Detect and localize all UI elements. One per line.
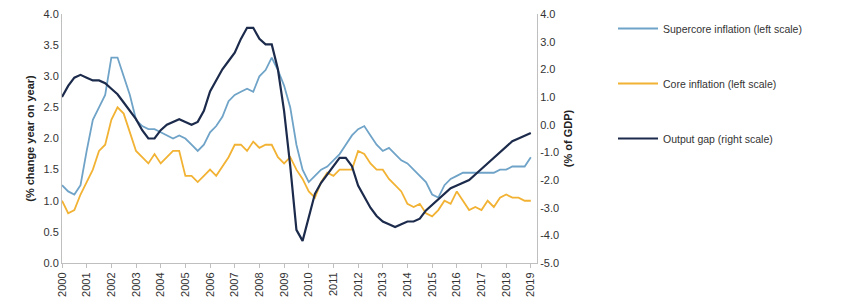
svg-text:2001: 2001 <box>80 272 92 296</box>
svg-text:0.0: 0.0 <box>44 257 59 269</box>
svg-text:Supercore inflation (left scal: Supercore inflation (left scale) <box>663 23 802 35</box>
svg-text:2019: 2019 <box>524 272 536 296</box>
svg-text:2008: 2008 <box>253 272 265 296</box>
svg-text:2014: 2014 <box>401 272 413 296</box>
svg-text:-5.0: -5.0 <box>540 257 559 269</box>
svg-text:3.5: 3.5 <box>44 39 59 51</box>
svg-text:2004: 2004 <box>154 272 166 296</box>
svg-text:0.0: 0.0 <box>540 119 555 131</box>
svg-text:-1.0: -1.0 <box>540 146 559 158</box>
svg-text:2003: 2003 <box>130 272 142 296</box>
svg-text:2016: 2016 <box>450 272 462 296</box>
svg-text:2000: 2000 <box>56 272 68 296</box>
svg-text:2.5: 2.5 <box>44 101 59 113</box>
svg-text:-2.0: -2.0 <box>540 174 559 186</box>
svg-text:1.0: 1.0 <box>44 195 59 207</box>
svg-text:1.0: 1.0 <box>540 91 555 103</box>
svg-text:2.0: 2.0 <box>540 63 555 75</box>
svg-text:3.0: 3.0 <box>540 36 555 48</box>
svg-text:1.5: 1.5 <box>44 163 59 175</box>
svg-text:Core inflation (left scale): Core inflation (left scale) <box>663 78 776 90</box>
svg-text:2007: 2007 <box>228 272 240 296</box>
svg-text:2010: 2010 <box>302 272 314 296</box>
svg-text:2015: 2015 <box>426 272 438 296</box>
svg-text:-4.0: -4.0 <box>540 229 559 241</box>
svg-text:2011: 2011 <box>327 272 339 296</box>
svg-text:(% of GDP): (% of GDP) <box>562 109 574 167</box>
svg-text:2006: 2006 <box>204 272 216 296</box>
svg-text:2013: 2013 <box>376 272 388 296</box>
svg-text:2018: 2018 <box>500 272 512 296</box>
svg-text:2.0: 2.0 <box>44 132 59 144</box>
svg-text:-3.0: -3.0 <box>540 202 559 214</box>
svg-text:4.0: 4.0 <box>44 8 59 20</box>
svg-text:Output gap (right scale): Output gap (right scale) <box>663 133 773 145</box>
svg-text:2009: 2009 <box>278 272 290 296</box>
svg-text:2012: 2012 <box>352 272 364 296</box>
svg-text:2005: 2005 <box>179 272 191 296</box>
svg-text:4.0: 4.0 <box>540 8 555 20</box>
svg-text:0.5: 0.5 <box>44 226 59 238</box>
svg-text:3.0: 3.0 <box>44 70 59 82</box>
svg-text:2002: 2002 <box>105 272 117 296</box>
svg-text:2017: 2017 <box>475 272 487 296</box>
svg-text:(% change year on year): (% change year on year) <box>24 75 36 202</box>
